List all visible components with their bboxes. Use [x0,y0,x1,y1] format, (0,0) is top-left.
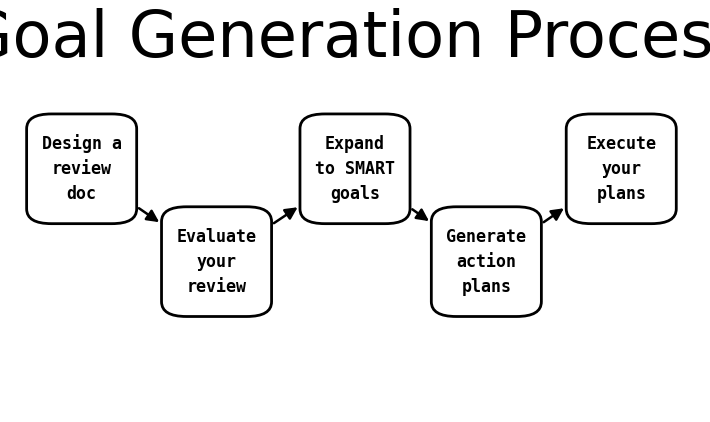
FancyBboxPatch shape [300,114,410,224]
FancyBboxPatch shape [567,114,676,224]
Text: Design a
review
doc: Design a review doc [42,134,121,203]
FancyBboxPatch shape [161,207,271,316]
Text: Evaluate
your
review: Evaluate your review [177,227,256,296]
Text: Execute
your
plans: Execute your plans [586,135,656,203]
FancyBboxPatch shape [432,207,542,316]
Text: Generate
action
plans: Generate action plans [447,227,526,296]
Text: Expand
to SMART
goals: Expand to SMART goals [315,135,395,203]
FancyBboxPatch shape [27,114,137,224]
Text: Goal Generation Process: Goal Generation Process [0,8,710,70]
